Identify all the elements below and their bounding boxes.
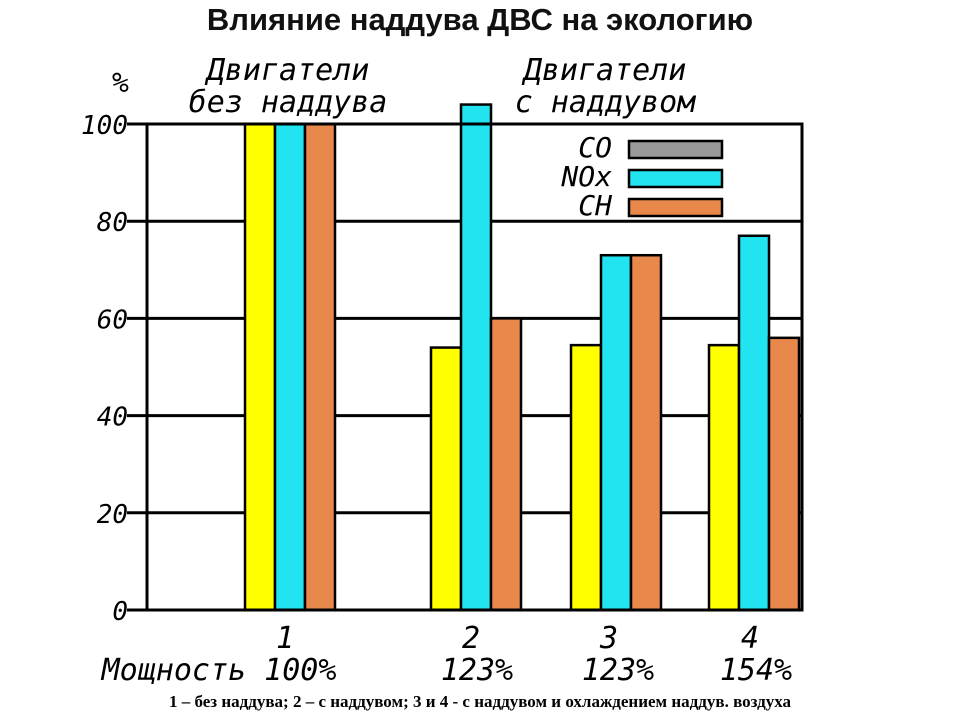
legend-label-ch: CH [578, 189, 612, 222]
y-axis-label: % [112, 66, 129, 99]
annotation-line1: Двигатели [521, 53, 687, 88]
bars-layer [243, 103, 801, 612]
y-tick-label: 0 [112, 597, 128, 627]
group-power-label: 123% [582, 653, 654, 688]
group-power-label: Мощность 100% [101, 653, 337, 688]
bar-nox-4 [737, 234, 771, 612]
annotation-line2: без наддува [189, 85, 388, 120]
y-tick-label: 20 [97, 500, 128, 530]
bar-nox-1 [273, 122, 307, 612]
annotation-line1: Двигатели [204, 53, 370, 88]
legend-swatch-nox [627, 168, 724, 189]
legend-swatch-co [627, 139, 724, 160]
group-power-label: 123% [441, 653, 513, 688]
bar-co-4 [707, 343, 741, 612]
legend-label-nox: NOx [560, 160, 612, 193]
bar-ch-3 [629, 253, 663, 612]
group-number-label: 3 [599, 621, 618, 656]
axis-layer [145, 122, 804, 612]
legend-swatch-ch [627, 197, 724, 218]
bar-nox-2 [459, 103, 493, 612]
bar-co-2 [429, 346, 463, 612]
bar-ch-2 [489, 317, 523, 612]
legend-label-co: CO [578, 131, 612, 164]
plot-frame [145, 122, 804, 612]
group-number-label: 4 [741, 621, 759, 656]
page-title: Влияние наддува ДВС на экологию [206, 2, 754, 37]
y-tick-label: 40 [97, 403, 128, 433]
caption: 1 – без наддува; 2 – с наддувом; 3 и 4 -… [168, 692, 792, 711]
bar-co-1 [243, 122, 277, 612]
bar-ch-4 [767, 336, 801, 612]
bar-ch-1 [303, 122, 337, 612]
group-power-label: 154% [720, 653, 792, 688]
y-tick-label: 60 [97, 305, 128, 335]
annotation-line2: с наддувом [515, 85, 697, 120]
group-number-label: 1 [276, 621, 294, 656]
group-number-label: 2 [462, 621, 480, 656]
y-tick-label: 80 [97, 208, 128, 238]
y-tick-label: 100 [81, 111, 128, 141]
bar-nox-3 [599, 253, 633, 612]
bar-co-3 [569, 343, 603, 612]
